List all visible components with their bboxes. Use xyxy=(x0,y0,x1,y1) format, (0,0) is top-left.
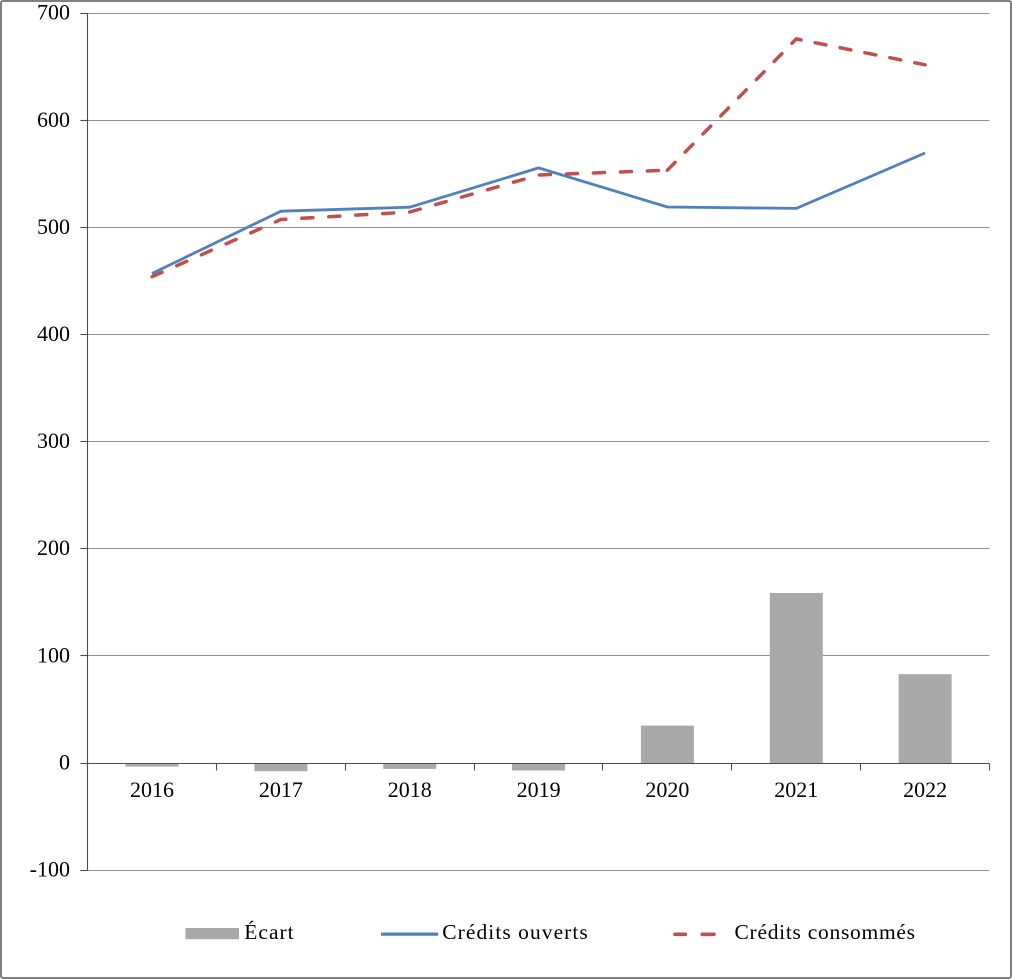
svg-text:Écart: Écart xyxy=(244,920,294,944)
svg-text:100: 100 xyxy=(37,642,70,667)
svg-text:400: 400 xyxy=(37,321,70,346)
svg-text:2022: 2022 xyxy=(903,777,947,802)
svg-text:0: 0 xyxy=(59,749,70,774)
svg-text:500: 500 xyxy=(37,214,70,239)
svg-text:600: 600 xyxy=(37,107,70,132)
svg-text:2019: 2019 xyxy=(517,777,561,802)
svg-text:Crédits ouverts: Crédits ouverts xyxy=(442,920,589,944)
svg-text:2018: 2018 xyxy=(388,777,432,802)
svg-text:2020: 2020 xyxy=(645,777,689,802)
svg-text:200: 200 xyxy=(37,535,70,560)
svg-text:2021: 2021 xyxy=(774,777,818,802)
svg-text:300: 300 xyxy=(37,428,70,453)
svg-text:Crédits consommés: Crédits consommés xyxy=(735,920,916,944)
svg-text:2016: 2016 xyxy=(130,777,174,802)
svg-text:-100: -100 xyxy=(30,857,70,882)
svg-text:2017: 2017 xyxy=(259,777,303,802)
svg-text:700: 700 xyxy=(37,0,70,25)
